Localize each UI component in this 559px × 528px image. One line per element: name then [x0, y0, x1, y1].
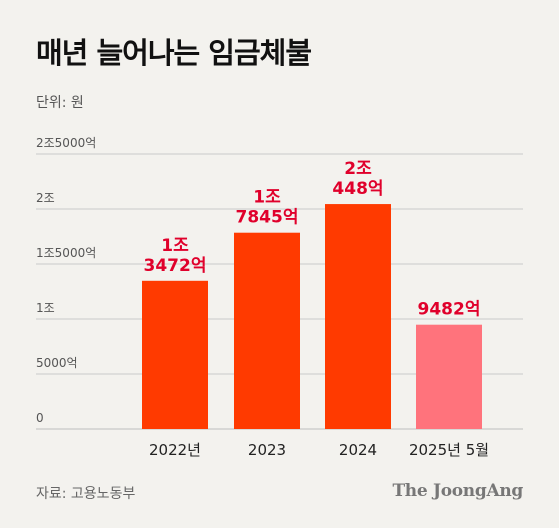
data-label: 9482억 — [418, 300, 481, 320]
data-label: 3472억 — [144, 256, 207, 276]
data-label: 1조 — [161, 236, 189, 256]
bars — [142, 204, 482, 429]
x-tick-label: 2024 — [339, 441, 377, 459]
source-note: 자료: 고용노동부 — [36, 486, 136, 502]
brand-logo: The JoongAng — [392, 481, 523, 501]
bar — [416, 324, 482, 429]
y-axis-ticks: 0 5000억 1조 1조5000억 2조 2조5000억 — [36, 136, 96, 425]
chart-title: 매년 늘어나는 임금체불 — [36, 36, 312, 70]
data-label: 1조 — [253, 188, 281, 208]
y-tick-label: 2조5000억 — [36, 136, 96, 150]
unit-label: 단위: 원 — [36, 95, 84, 111]
y-tick-label: 2조 — [36, 191, 55, 205]
y-tick-label: 1조 — [36, 301, 55, 315]
x-tick-label: 2022년 — [149, 441, 201, 459]
y-tick-label: 1조5000억 — [36, 246, 96, 260]
data-label: 448억 — [332, 179, 383, 199]
x-tick-label: 2023 — [248, 441, 286, 459]
data-label: 7845억 — [236, 208, 299, 228]
y-tick-label: 0 — [36, 411, 44, 425]
bar — [142, 280, 208, 429]
x-tick-label: 2025년 5월 — [409, 441, 489, 459]
bar — [325, 204, 391, 429]
bar — [234, 232, 300, 429]
y-tick-label: 5000억 — [36, 356, 78, 370]
data-label: 2조 — [344, 159, 372, 179]
x-axis-ticks: 2022년 2023 2024 2025년 5월 — [149, 441, 489, 459]
